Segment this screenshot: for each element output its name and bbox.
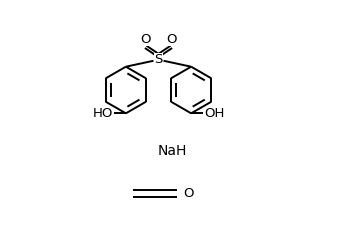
Text: O: O [166,33,177,46]
Text: S: S [154,53,163,66]
Text: HO: HO [93,107,113,120]
Text: NaH: NaH [158,144,187,158]
Text: OH: OH [204,107,224,120]
Text: O: O [140,33,151,46]
Text: O: O [183,187,194,200]
